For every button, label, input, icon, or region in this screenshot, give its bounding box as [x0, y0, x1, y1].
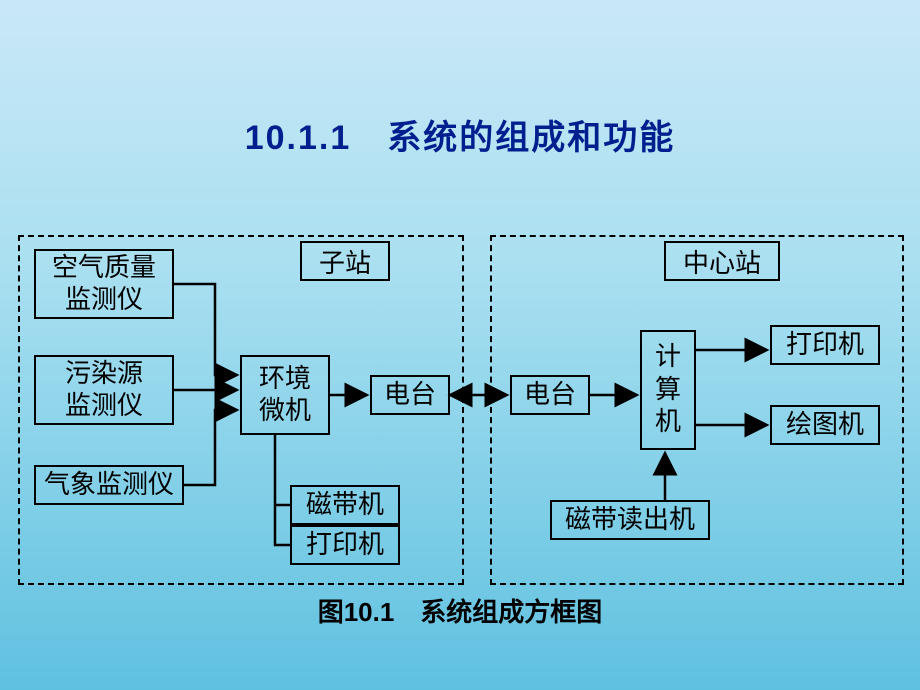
node-label: 绘图机: [786, 409, 864, 442]
node-printer-center: 打印机: [770, 325, 880, 365]
group-substation-label: 子站: [300, 241, 390, 281]
node-radio-center: 电台: [510, 375, 590, 415]
node-label: 电台: [524, 379, 576, 412]
figure-caption: 图10.1 系统组成方框图: [0, 592, 920, 629]
node-computer: 计算机: [640, 330, 696, 450]
block-diagram: 子站 中心站 空气质量监测仪 污染源监测仪 气象监测仪 环境微机 电台 磁带机 …: [0, 225, 920, 595]
node-label: 打印机: [786, 329, 864, 362]
node-label: 电台: [384, 379, 436, 412]
group-center-label-text: 中心站: [683, 243, 761, 280]
node-label: 打印机: [306, 529, 384, 562]
node-label: 计算机: [655, 341, 681, 439]
node-tape-drive: 磁带机: [290, 485, 400, 525]
node-pollution-monitor: 污染源监测仪: [34, 355, 174, 425]
node-weather-monitor: 气象监测仪: [34, 465, 184, 505]
node-label: 气象监测仪: [44, 469, 174, 502]
node-label: 空气质量监测仪: [52, 252, 156, 317]
node-label: 磁带读出机: [565, 504, 695, 537]
node-air-quality-monitor: 空气质量监测仪: [34, 249, 174, 319]
node-env-microcomputer: 环境微机: [240, 355, 330, 435]
node-radio-sub: 电台: [370, 375, 450, 415]
node-printer-sub: 打印机: [290, 525, 400, 565]
node-label: 污染源监测仪: [65, 358, 143, 423]
group-substation-label-text: 子站: [319, 243, 371, 280]
node-plotter: 绘图机: [770, 405, 880, 445]
node-tape-reader: 磁带读出机: [550, 500, 710, 540]
node-label: 环境微机: [259, 363, 311, 428]
node-label: 磁带机: [306, 489, 384, 522]
group-center-label: 中心站: [664, 241, 780, 281]
section-title: 10.1.1 系统的组成和功能: [0, 0, 920, 159]
